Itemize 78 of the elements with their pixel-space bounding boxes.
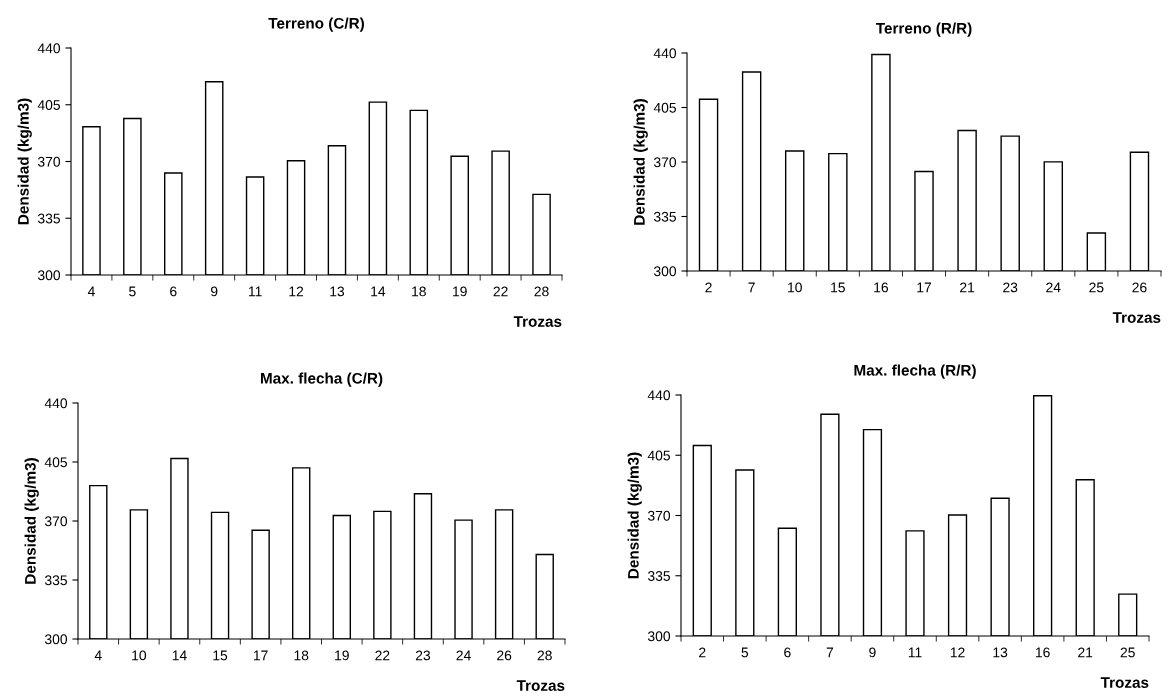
x-tick-label: 19 <box>335 650 349 661</box>
y-tick-label: 300 <box>37 270 61 281</box>
x-tick-label: 22 <box>375 650 390 661</box>
x-tick-label: 13 <box>330 286 345 297</box>
x-tick-label: 9 <box>869 647 876 658</box>
chart-title: Terreno (R/R) <box>875 22 972 37</box>
y-tick-label: 335 <box>37 213 60 224</box>
x-tick-label: 4 <box>87 286 95 297</box>
y-tick-label: 370 <box>653 157 677 168</box>
y-tick-label: 405 <box>44 457 67 468</box>
x-tick-label: 17 <box>917 282 932 293</box>
x-tick-label: 5 <box>129 286 136 297</box>
y-tick-label: 440 <box>44 398 68 409</box>
y-tick-label: 300 <box>653 266 677 277</box>
x-tick-label: 7 <box>748 282 755 293</box>
x-tick-label: 21 <box>960 282 975 293</box>
y-tick-label: 405 <box>653 102 676 113</box>
x-tick-label: 22 <box>493 286 508 297</box>
x-tick-label: 18 <box>412 286 426 297</box>
x-tick-label: 2 <box>699 647 706 658</box>
y-tick-label: 405 <box>647 450 670 461</box>
x-tick-label: 28 <box>534 286 549 297</box>
x-tick-label: 15 <box>831 282 845 293</box>
x-tick-label: 6 <box>784 647 791 658</box>
y-tick-label: 370 <box>44 516 68 527</box>
x-tick-label: 14 <box>371 286 386 297</box>
y-tick-label: 300 <box>647 631 671 642</box>
y-tick-label: 405 <box>37 100 60 110</box>
y-tick-label: 335 <box>647 571 670 581</box>
x-tick-label: 19 <box>453 286 467 297</box>
y-axis-title: Densidad (kg/m3) <box>627 452 642 579</box>
x-tick-label: 12 <box>289 286 304 297</box>
x-tick-label: 26 <box>1132 282 1147 293</box>
y-tick-label: 440 <box>647 390 671 401</box>
x-tick-label: 5 <box>741 647 749 658</box>
x-axis-title: Trozas <box>1112 312 1161 323</box>
chart-title: Max. flecha (C/R) <box>260 372 383 387</box>
x-tick-label: 24 <box>456 650 471 661</box>
y-axis-title: Densidad (kg/m3) <box>24 458 39 584</box>
y-tick-label: 300 <box>44 634 68 645</box>
x-tick-label: 26 <box>497 650 512 661</box>
x-tick-label: 10 <box>132 650 147 661</box>
x-tick-label: 17 <box>253 650 268 661</box>
x-tick-label: 9 <box>211 286 218 297</box>
chart-title: Terreno (C/R) <box>268 17 364 32</box>
x-tick-label: 16 <box>1035 647 1050 658</box>
x-tick-label: 10 <box>788 282 802 293</box>
x-tick-label: 15 <box>213 650 228 661</box>
x-axis-title: Trozas <box>1100 677 1149 688</box>
y-tick-label: 335 <box>653 211 676 222</box>
x-tick-label: 2 <box>705 282 712 293</box>
chart-title: Max. flecha (R/R) <box>854 364 976 379</box>
x-tick-label: 18 <box>294 650 309 661</box>
y-tick-label: 370 <box>647 510 671 521</box>
x-tick-label: 25 <box>1089 282 1104 293</box>
y-axis-title: Densidad (kg/m3) <box>633 99 648 225</box>
x-tick-label: 16 <box>874 282 889 293</box>
x-tick-label: 11 <box>248 286 262 297</box>
x-tick-label: 12 <box>950 647 965 658</box>
x-tick-label: 24 <box>1046 282 1061 293</box>
x-tick-label: 7 <box>826 647 834 658</box>
x-tick-label: 21 <box>1078 647 1093 658</box>
y-tick-label: 370 <box>37 156 61 167</box>
x-tick-label: 23 <box>1003 282 1018 293</box>
y-tick-label: 335 <box>44 575 67 586</box>
y-tick-label: 440 <box>37 43 61 54</box>
x-axis-title: Trozas <box>516 680 565 691</box>
x-axis-title: Trozas <box>513 316 562 327</box>
x-tick-label: 4 <box>94 650 102 661</box>
x-tick-label: 23 <box>415 650 431 661</box>
x-tick-label: 13 <box>993 647 1008 658</box>
y-axis-title: Densidad (kg/m3) <box>17 98 32 225</box>
x-tick-label: 25 <box>1120 647 1135 658</box>
x-tick-label: 14 <box>172 650 187 661</box>
y-tick-label: 440 <box>653 48 677 59</box>
x-tick-label: 28 <box>537 650 552 661</box>
x-tick-label: 6 <box>170 286 177 297</box>
x-tick-label: 11 <box>908 647 922 658</box>
